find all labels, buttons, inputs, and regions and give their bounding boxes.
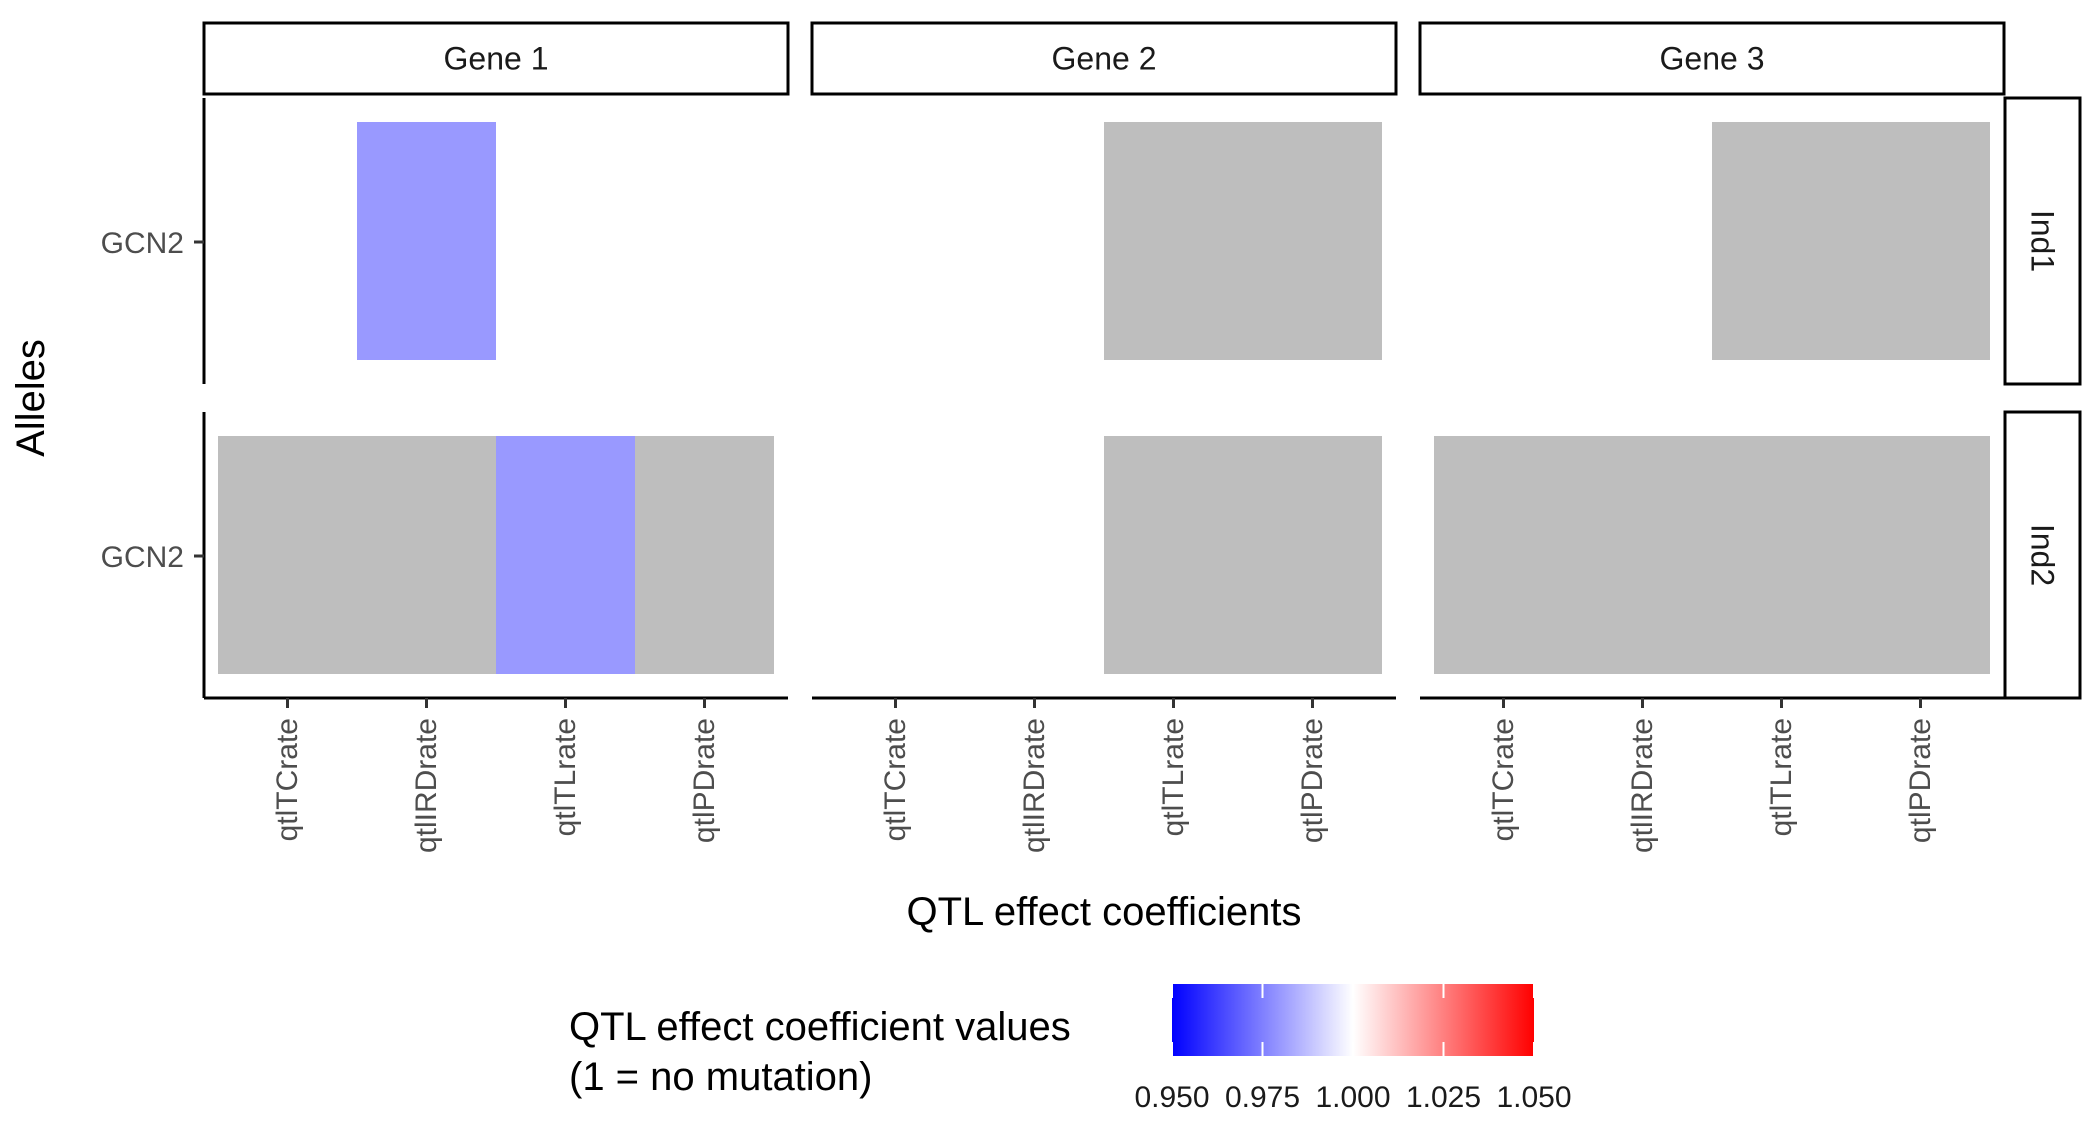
facet-strip-row [2003,96,2082,386]
heatmap-tile [1851,436,1990,674]
legend-title: QTL effect coefficient values [569,1005,1071,1049]
legend-tick-label: 1.050 [1496,1081,1571,1114]
x-tick-label: qtlTLrate [1765,718,1798,836]
legend-tick-label: 0.950 [1134,1081,1209,1114]
facet-strip-row [2003,410,2082,700]
facet-strip-row-label: Ind1 [2025,210,2061,272]
heatmap-tile [1712,436,1851,674]
legend-tick-label: 1.000 [1315,1081,1390,1114]
x-tick-label: qtlPDrate [1296,718,1329,843]
heatmap-tile [357,436,496,674]
heatmap-tile [1434,436,1573,674]
x-tick-label: qtlTLrate [549,718,582,836]
x-tick-label: qtlIRDrate [1018,718,1051,853]
legend-tick-label: 0.975 [1225,1081,1300,1114]
heatmap-tile [1573,436,1712,674]
legend-tick-label: 1.025 [1406,1081,1481,1114]
facet-strip-col [810,21,1398,96]
x-tick-label: qtlIRDrate [410,718,443,853]
facet-strip-col [202,21,790,96]
heatmap-tile [1243,436,1382,674]
facet-strip-col-label: Gene 1 [444,41,549,77]
x-tick-label: qtlTCrate [879,718,912,841]
x-tick-label: qtlPDrate [688,718,721,843]
facet-strip-col-label: Gene 2 [1052,41,1157,77]
facet-strip-col-label: Gene 3 [1660,41,1765,77]
heatmap-tile [1712,122,1851,360]
legend-subtitle: (1 = no mutation) [569,1055,873,1099]
facet-strip-row-label: Ind2 [2025,524,2061,586]
x-tick-label: qtlTCrate [1487,718,1520,841]
heatmap-tile [1243,122,1382,360]
x-tick-label: qtlIRDrate [1626,718,1659,853]
heatmap-tile [496,436,635,674]
x-tick-label: qtlTLrate [1157,718,1190,836]
x-tick-label: qtlPDrate [1904,718,1937,843]
heatmap-tile [1104,122,1243,360]
heatmap-tile [635,436,774,674]
heatmap-tile [1851,122,1990,360]
x-axis-title: QTL effect coefficients [906,890,1301,934]
heatmap-tile [218,436,357,674]
y-tick-label: GCN2 [101,541,184,574]
y-axis-title: Alleles [9,339,53,457]
heatmap-tile [357,122,496,360]
facet-strip-col [1418,21,2006,96]
y-tick-label: GCN2 [101,227,184,260]
x-tick-label: qtlTCrate [271,718,304,841]
heatmap-tile [1104,436,1243,674]
